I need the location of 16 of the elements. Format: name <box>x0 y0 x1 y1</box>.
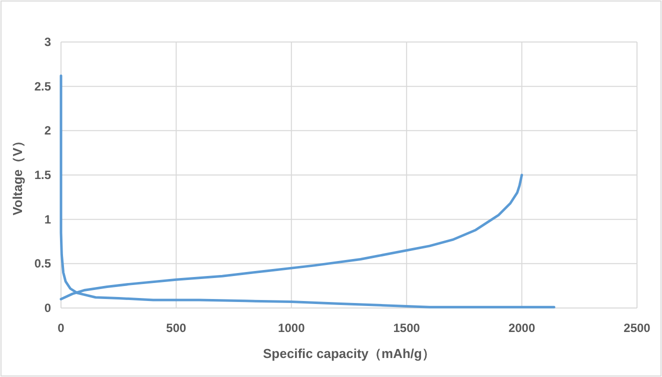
x-axis-title: Specific capacity（mAh/g） <box>263 346 435 361</box>
y-axis-title: Voltage（V） <box>10 134 25 216</box>
y-tick-label: 1.5 <box>34 168 52 182</box>
y-tick-label: 0.5 <box>34 256 52 271</box>
y-tick-label: 1 <box>44 212 52 226</box>
x-tick-label: 0 <box>58 321 65 335</box>
y-tick-label: 3 <box>44 35 52 49</box>
x-tick-label: 500 <box>166 321 187 335</box>
y-tick-label: 2.5 <box>34 79 52 94</box>
y-tick-label: 0 <box>44 301 52 315</box>
x-tick-label: 2500 <box>624 321 651 335</box>
x-tick-label: 1500 <box>393 321 420 335</box>
y-tick-label: 2 <box>44 124 52 138</box>
x-tick-label: 1000 <box>278 321 306 335</box>
x-tick-label: 2000 <box>508 321 536 335</box>
line-series <box>60 74 556 308</box>
